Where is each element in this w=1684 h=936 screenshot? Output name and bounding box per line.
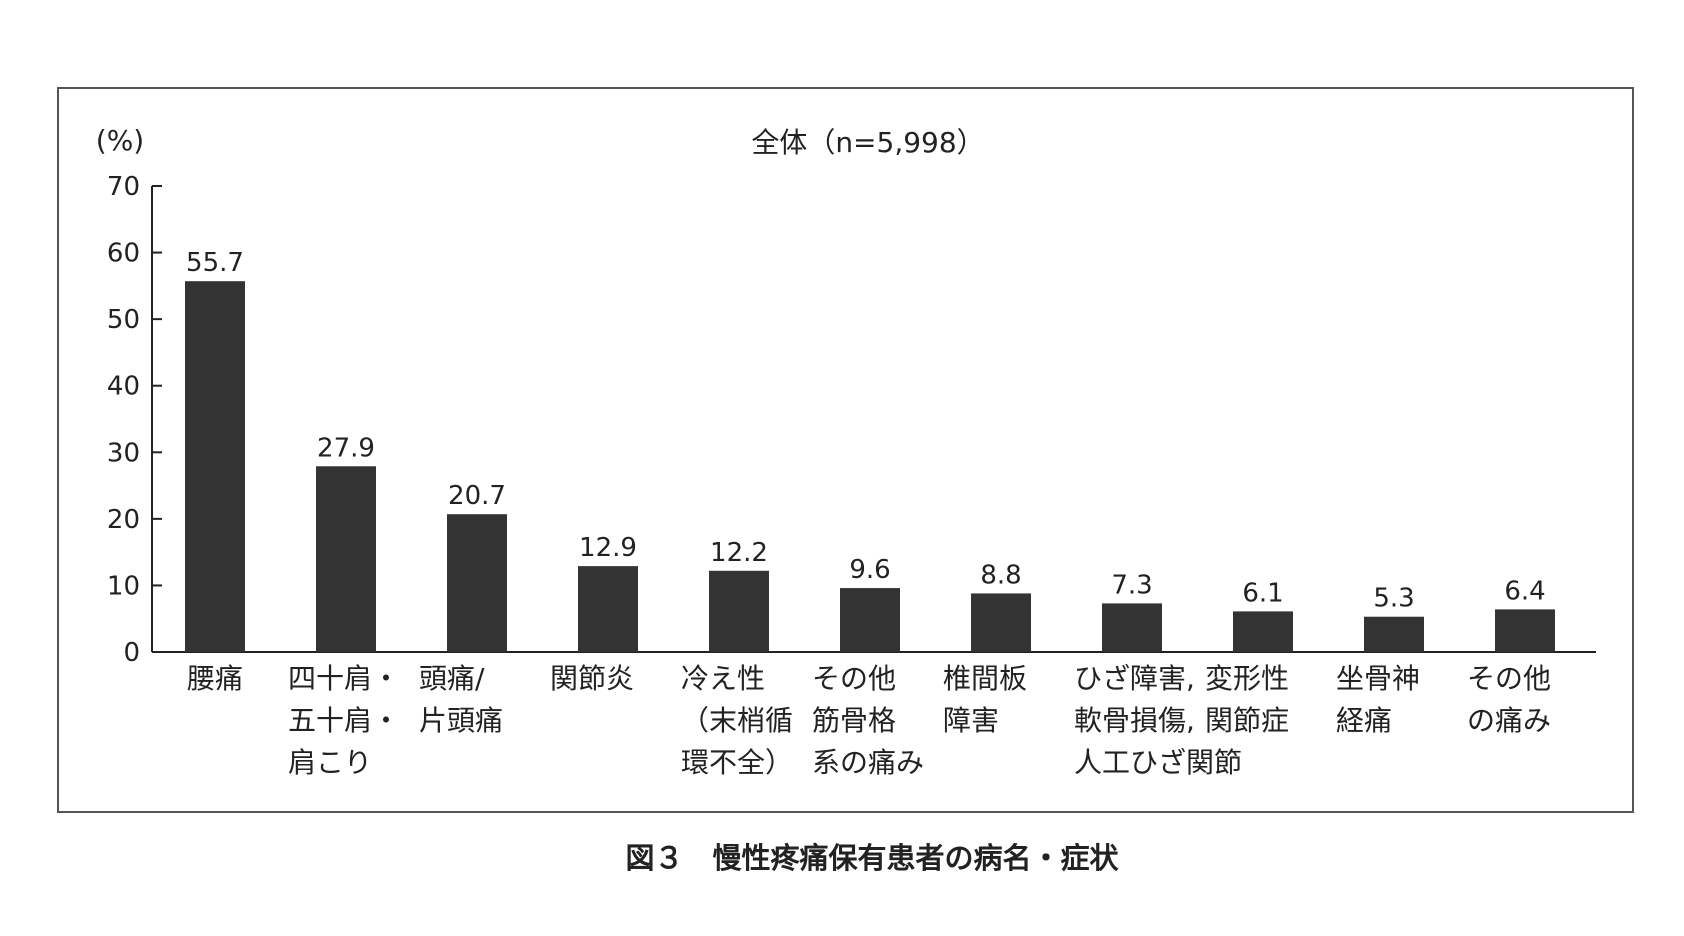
bar-value-label: 7.3 <box>1111 570 1152 600</box>
bar-value-label: 6.4 <box>1504 576 1545 606</box>
category-label: 四十肩・ <box>288 662 400 695</box>
category-label: の痛み <box>1467 704 1551 737</box>
bar <box>578 566 638 652</box>
category-label: 腰痛 <box>187 662 243 695</box>
bar-value-label: 6.1 <box>1242 578 1283 608</box>
category-label: （末梢循 <box>681 704 793 737</box>
category-label: 関節症 <box>1205 704 1289 737</box>
category-label: 環不全） <box>681 746 793 779</box>
category-label: 変形性 <box>1205 662 1289 695</box>
y-tick-label: 10 <box>107 571 140 601</box>
category-label: 椎間板 <box>943 662 1027 695</box>
bar-value-label: 8.8 <box>980 560 1021 590</box>
category-label: 人工ひざ関節 <box>1074 746 1242 779</box>
y-tick-label: 20 <box>107 505 140 535</box>
bar <box>1233 611 1293 652</box>
bars <box>185 281 1555 652</box>
bar <box>1364 616 1424 652</box>
bar-value-label: 12.2 <box>710 538 768 568</box>
category-label: 坐骨神 <box>1336 662 1420 695</box>
category-label: その他 <box>1467 662 1551 695</box>
bar-value-label: 27.9 <box>317 433 375 463</box>
bar-value-label: 12.9 <box>579 533 637 563</box>
y-tick-label: 40 <box>107 372 140 402</box>
category-label: 経痛 <box>1336 704 1392 737</box>
y-axis-unit-label: (%) <box>96 124 144 157</box>
category-label: 頭痛/ <box>419 662 485 695</box>
value-labels: 55.7 27.9 20.7 12.9 12.2 9.6 8.8 7.3 6.1 5.3 6.4 <box>186 248 1546 614</box>
y-tick-label: 60 <box>107 239 140 269</box>
bar <box>971 593 1031 652</box>
category-label: 筋骨格 <box>812 704 896 737</box>
bar-value-label: 20.7 <box>448 481 506 511</box>
bar <box>1495 609 1555 652</box>
figure-caption: 図３ 慢性疼痛保有患者の病名・症状 <box>625 841 1119 875</box>
y-tick-label: 0 <box>123 638 140 668</box>
chart-title: 全体（n=5,998） <box>751 126 984 159</box>
category-label: 冷え性 <box>681 662 765 695</box>
category-label: その他 <box>812 662 896 695</box>
bar <box>840 588 900 652</box>
bar <box>316 466 376 652</box>
category-label: 肩こり <box>288 746 372 779</box>
category-label: 障害 <box>943 704 999 737</box>
category-label: 五十肩・ <box>288 704 400 737</box>
y-tick-label: 70 <box>107 172 140 202</box>
y-tick-label: 30 <box>107 438 140 468</box>
y-tick-label: 50 <box>107 305 140 335</box>
bar <box>447 514 507 652</box>
category-label: ひざ障害, <box>1074 662 1195 695</box>
bar-value-label: 5.3 <box>1373 584 1414 614</box>
bar-value-label: 55.7 <box>186 248 244 278</box>
bar <box>709 570 769 652</box>
chart-frame <box>57 87 1634 813</box>
category-label: 系の痛み <box>812 746 924 779</box>
bar-value-label: 9.6 <box>849 555 890 585</box>
y-axis-ticks: 0 10 20 30 40 50 60 70 <box>107 172 162 668</box>
category-label: 片頭痛 <box>419 704 503 737</box>
bar <box>1102 603 1162 652</box>
category-label: 関節炎 <box>550 662 634 695</box>
bar <box>185 281 245 652</box>
category-label: 軟骨損傷, <box>1074 704 1195 737</box>
